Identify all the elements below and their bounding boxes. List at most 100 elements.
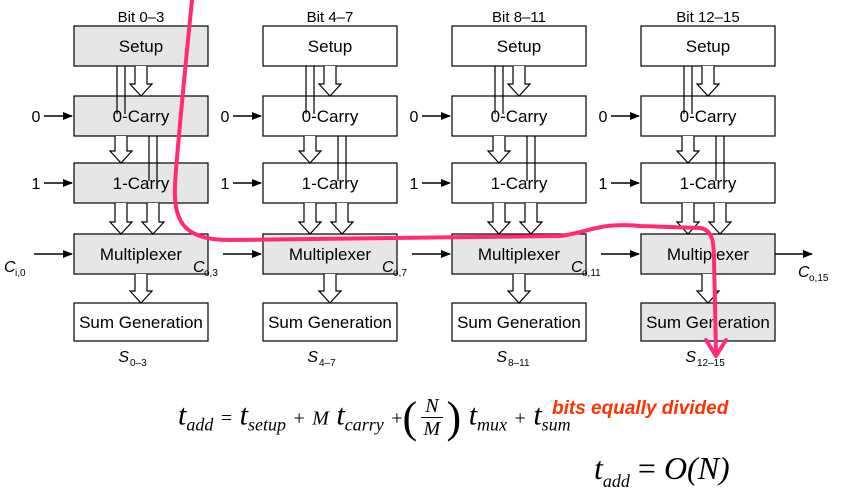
- carry0-pipe-0: [148, 136, 158, 181]
- block-label-carry0-1: 0-Carry: [302, 107, 359, 126]
- block-label-sum-2: Sum Generation: [457, 313, 581, 332]
- block-label-carry0-0: 0-Carry: [113, 107, 170, 126]
- carry1-arrow-a-2: [486, 203, 512, 235]
- block-carry0-2: [451, 95, 587, 137]
- carry-in-sub-3: o,11: [582, 268, 601, 279]
- complexity-lhs: t: [594, 450, 603, 486]
- mux-arrow-1: [317, 274, 343, 304]
- carry0-pipe-1: [337, 136, 347, 181]
- formula-t4: t: [533, 398, 542, 432]
- formula-frac-num: N: [421, 395, 443, 418]
- block-label-mux-0: Multiplexer: [100, 245, 183, 264]
- critical-path-line: [172, 0, 718, 354]
- complexity-lhs-sub: add: [602, 471, 630, 491]
- formula-t2-sub: carry: [344, 414, 384, 435]
- sum-sub-1: 4–7: [319, 358, 336, 369]
- formula-t1: t: [239, 398, 248, 432]
- block-carry1-0: [73, 162, 209, 204]
- input-zero-1: 0: [221, 109, 230, 126]
- block-carry0-0: [73, 95, 209, 137]
- block-label-carry1-3: 1-Carry: [680, 174, 737, 193]
- stage-header-1: Bit 4–7: [307, 9, 354, 26]
- carry1-arrow-b-2: [518, 203, 544, 235]
- block-label-setup-1: Setup: [308, 37, 352, 56]
- block-label-setup-3: Setup: [686, 37, 730, 56]
- input-one-0: 1: [32, 176, 41, 193]
- input-one-1: 1: [221, 176, 230, 193]
- block-mux-0: [73, 233, 209, 275]
- carry1-arrow-a-0: [108, 203, 134, 235]
- carry-in-label-1: C: [193, 259, 205, 276]
- input-zero-2: 0: [410, 109, 419, 126]
- stage-header-3: Bit 12–15: [676, 9, 739, 26]
- carry-in-label-0: C: [4, 259, 16, 276]
- block-label-carry1-1: 1-Carry: [302, 174, 359, 193]
- block-label-mux-3: Multiplexer: [667, 245, 750, 264]
- input-one-3: 1: [599, 176, 608, 193]
- carry0-arrow-3: [675, 136, 701, 164]
- block-sum-2: [451, 302, 587, 342]
- input-zero-3: 0: [599, 109, 608, 126]
- block-setup-3: [640, 25, 776, 67]
- formula-lhs-sub: add: [186, 414, 214, 435]
- setup-pipe-1: [305, 66, 315, 114]
- block-carry1-3: [640, 162, 776, 204]
- sum-label-1: S: [307, 349, 318, 366]
- block-setup-2: [451, 25, 587, 67]
- block-label-setup-2: Setup: [497, 37, 541, 56]
- carry0-pipe-3: [715, 136, 725, 181]
- block-label-sum-0: Sum Generation: [79, 313, 203, 332]
- formula-t3-sub: mux: [477, 414, 508, 435]
- block-sum-1: [262, 302, 398, 342]
- formula-t4-sub: sum: [541, 414, 571, 435]
- block-label-carry0-3: 0-Carry: [680, 107, 737, 126]
- block-carry1-2: [451, 162, 587, 204]
- carry0-arrow-2: [486, 136, 512, 164]
- setup-arrow-0: [128, 66, 154, 97]
- setup-arrow-2: [506, 66, 532, 97]
- block-sum-0: [73, 302, 209, 342]
- input-zero-0: 0: [32, 109, 41, 126]
- carry-out-sub: o,15: [809, 273, 829, 284]
- carry-in-sub-0: i,0: [15, 268, 26, 279]
- sum-label-2: S: [496, 349, 507, 366]
- carry1-arrow-a-1: [297, 203, 323, 235]
- formula-t1-sub: setup: [247, 414, 286, 435]
- sum-label-0: S: [118, 349, 129, 366]
- formula-t2: t: [336, 398, 345, 432]
- carry0-arrow-1: [297, 136, 323, 164]
- block-label-sum-3: Sum Generation: [646, 313, 770, 332]
- formula-t3: t: [468, 398, 478, 432]
- carry-in-label-3: C: [571, 259, 583, 276]
- complexity-formula: tadd = O(N): [594, 450, 730, 491]
- stage-header-2: Bit 8–11: [492, 9, 546, 26]
- formula-m: M: [312, 407, 329, 430]
- formula-lhs: t: [178, 398, 187, 432]
- note-bits-equally-divided: bits equally divided: [552, 398, 729, 419]
- carry1-arrow-b-0: [140, 203, 166, 235]
- formula-frac-den: M: [423, 418, 441, 440]
- input-one-2: 1: [410, 176, 419, 193]
- sum-sub-0: 0–3: [130, 358, 147, 369]
- setup-arrow-3: [695, 66, 721, 97]
- carry-out-label: C: [798, 264, 810, 281]
- delay-formula: tadd = tsetup + M tcarry +(N M) tmux + ts…: [178, 393, 571, 442]
- sum-label-3: S: [685, 349, 696, 366]
- block-label-sum-1: Sum Generation: [268, 313, 392, 332]
- setup-pipe-3: [683, 66, 693, 114]
- stage-header-0: Bit 0–3: [118, 9, 165, 26]
- carry-in-sub-1: o,3: [204, 268, 218, 279]
- block-label-setup-0: Setup: [119, 37, 163, 56]
- setup-pipe-0: [116, 66, 126, 114]
- setup-arrow-1: [317, 66, 343, 97]
- block-label-carry1-2: 1-Carry: [491, 174, 548, 193]
- block-carry1-1: [262, 162, 398, 204]
- mux-arrow-2: [506, 274, 532, 304]
- mux-arrow-0: [128, 274, 154, 304]
- critical-path-arrowhead: [704, 338, 728, 358]
- carry1-arrow-b-1: [329, 203, 355, 235]
- carry0-arrow-0: [108, 136, 134, 164]
- block-mux-2: [451, 233, 587, 275]
